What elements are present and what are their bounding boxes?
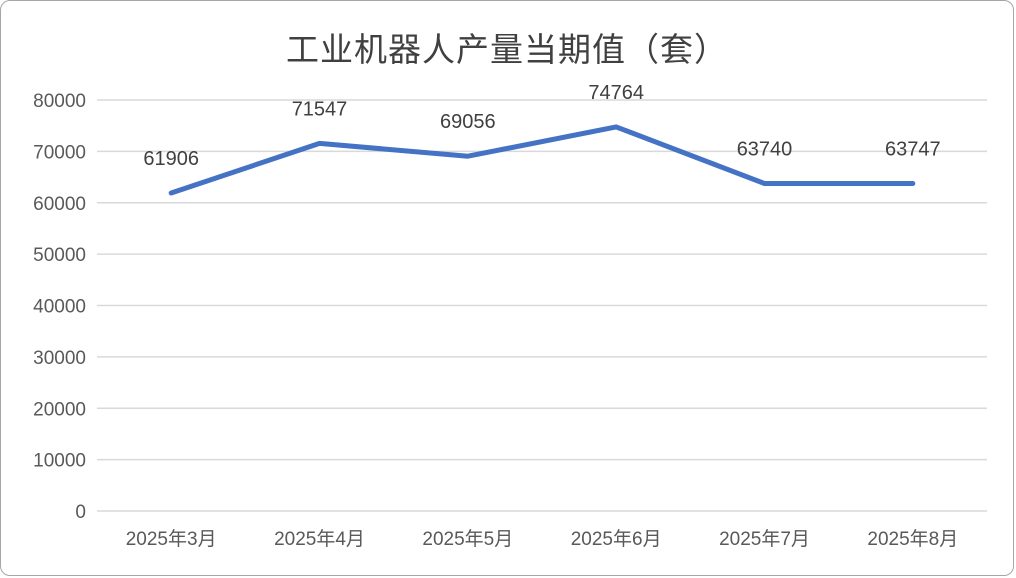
y-axis-tick-label: 50000 xyxy=(33,245,86,266)
data-point-label: 63740 xyxy=(737,139,793,161)
data-point-label: 71547 xyxy=(292,98,348,120)
y-axis-tick-label: 80000 xyxy=(33,91,86,112)
x-axis-tick-label: 2025年5月 xyxy=(422,528,513,550)
x-axis-tick-label: 2025年3月 xyxy=(126,528,217,550)
y-axis-tick-label: 60000 xyxy=(33,194,86,215)
y-axis-tick-label: 0 xyxy=(75,502,86,523)
y-axis-tick-label: 30000 xyxy=(33,348,86,369)
data-point-label: 61906 xyxy=(143,148,199,170)
data-point-label: 74764 xyxy=(588,82,644,104)
y-axis-tick-label: 70000 xyxy=(33,142,86,163)
data-series-line xyxy=(168,124,916,196)
data-point-label: 69056 xyxy=(440,111,496,133)
x-axis-tick-label: 2025年7月 xyxy=(719,528,810,550)
x-axis-tick-label: 2025年6月 xyxy=(571,528,662,550)
x-axis-tick-label: 2025年4月 xyxy=(274,528,365,550)
y-axis-tick-label: 10000 xyxy=(33,451,86,472)
y-axis-tick-label: 40000 xyxy=(33,297,86,318)
data-point-label: 63747 xyxy=(885,138,941,160)
x-axis-tick-label: 2025年8月 xyxy=(867,528,958,550)
y-axis-tick-label: 20000 xyxy=(33,399,86,420)
